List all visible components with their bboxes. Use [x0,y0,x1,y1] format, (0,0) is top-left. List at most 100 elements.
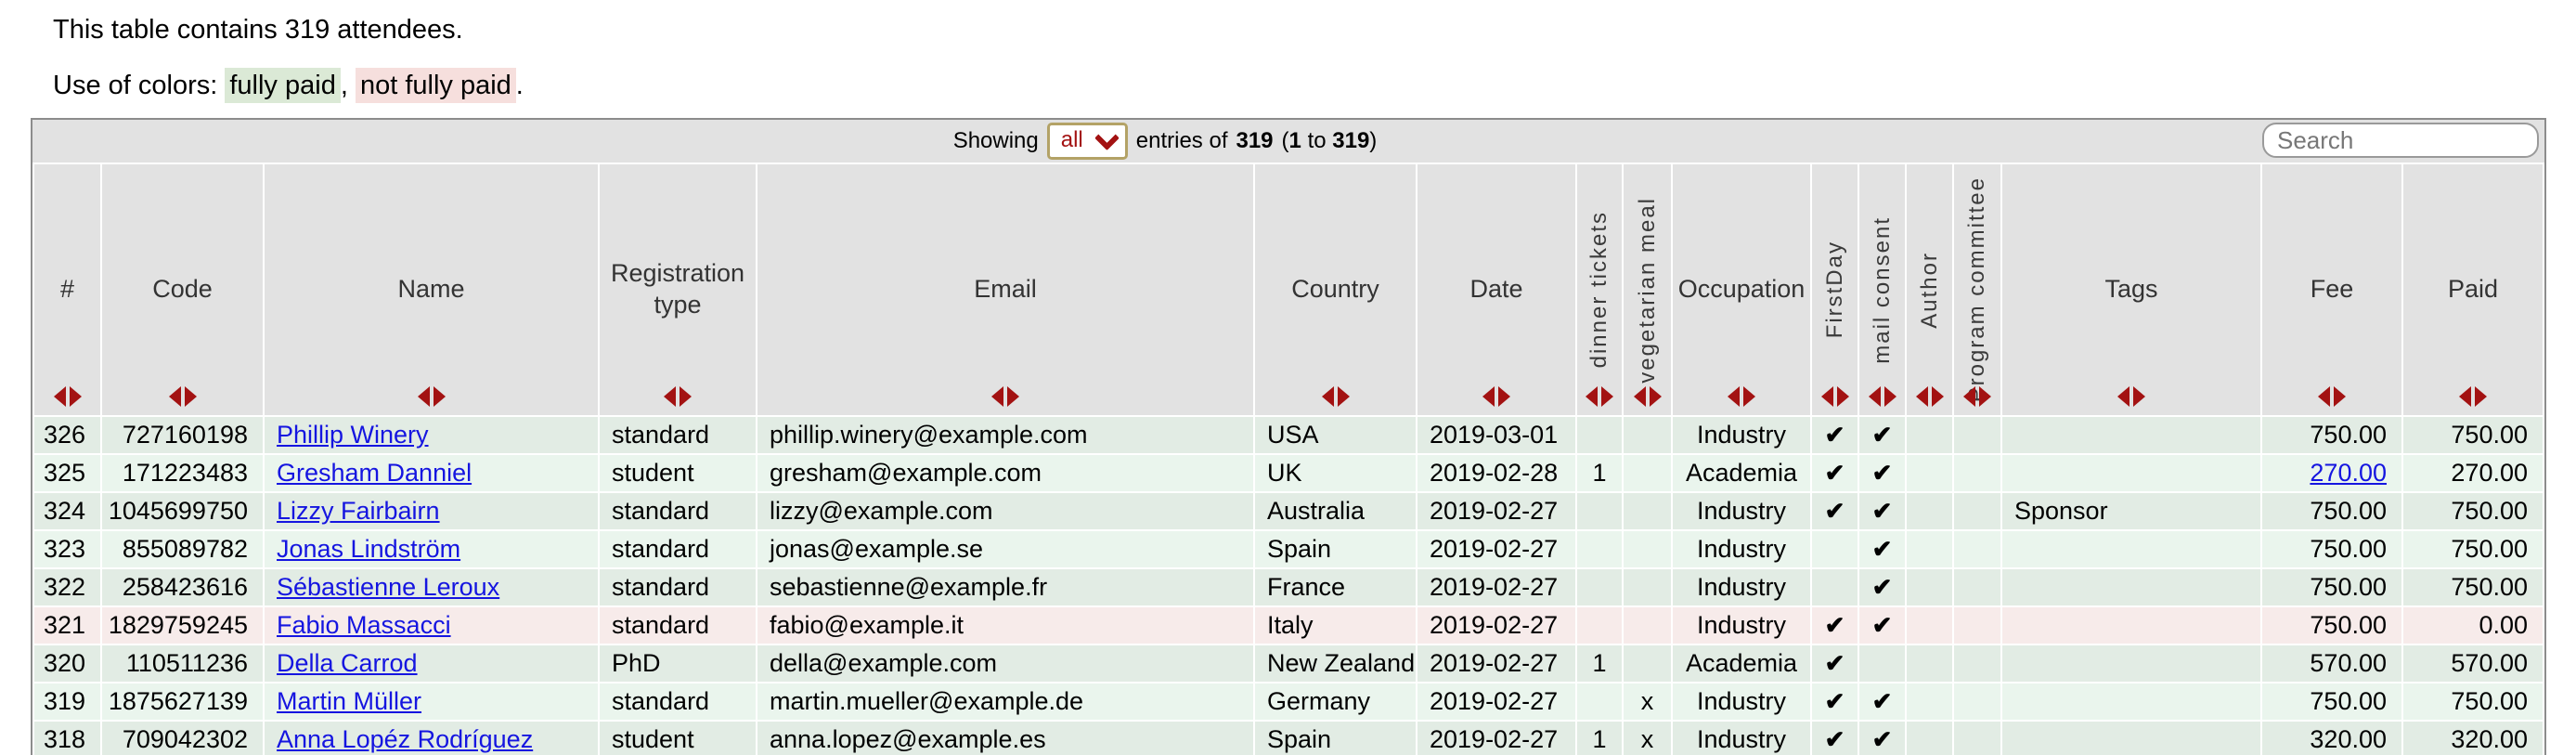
cell-author [1907,493,1952,529]
cell-tags [2002,531,2260,567]
attendee-name-link[interactable]: Fabio Massacci [277,611,451,639]
cell-veg [1624,417,1671,453]
cell-author [1907,722,1952,755]
sort-icon[interactable] [1820,386,1849,407]
column-header-date[interactable]: Date [1417,164,1575,415]
column-header-num[interactable]: # [34,164,100,415]
column-header-name[interactable]: Name [265,164,598,415]
sort-icon[interactable] [1963,386,1991,407]
column-header-mailconsent[interactable]: mail consent [1859,164,1905,415]
sort-icon[interactable] [1728,386,1755,407]
column-header-tags[interactable]: Tags [2002,164,2260,415]
cell-regtype: student [600,455,756,491]
cell-pc [1954,493,2000,529]
cell-regtype: student [600,722,756,755]
sort-icon[interactable] [1868,386,1896,407]
sort-icon[interactable] [1586,386,1613,407]
column-header-veg[interactable]: vegetarian meal [1624,164,1671,415]
column-label-dinner: dinner tickets [1586,211,1612,369]
cell-name: Anna Lopéz Rodríguez [265,722,598,755]
column-header-paid[interactable]: Paid [2403,164,2543,415]
attendee-name-link[interactable]: Gresham Danniel [277,459,472,487]
sort-icon[interactable] [168,386,197,407]
sort-icon[interactable] [664,386,692,407]
column-header-regtype[interactable]: Registration type [600,164,756,415]
attendee-name-link[interactable]: Lizzy Fairbairn [277,497,440,525]
cell-code: 727160198 [102,417,263,453]
checkmark-icon: ✔ [1824,725,1845,753]
cell-paid: 750.00 [2403,417,2543,453]
cell-code: 855089782 [102,531,263,567]
column-label-paid: Paid [2447,275,2499,304]
sort-icon[interactable] [53,386,82,407]
cell-firstday: ✔ [1812,417,1858,453]
cell-author [1907,417,1952,453]
checkmark-icon: ✔ [1871,611,1893,639]
checkmark-icon: ✔ [1871,573,1893,601]
search-input[interactable] [2262,123,2539,158]
column-header-dinner[interactable]: dinner tickets [1577,164,1622,415]
sort-icon[interactable] [1482,386,1510,407]
cell-dinner [1577,683,1622,720]
cell-fee: 570.00 [2262,645,2401,682]
attendee-name-link[interactable]: Anna Lopéz Rodríguez [277,725,534,753]
attendee-name-link[interactable]: Della Carrod [277,649,418,677]
column-label-name: Name [397,275,465,304]
checkmark-icon: ✔ [1871,421,1893,449]
cell-occupation: Academia [1673,645,1810,682]
column-header-firstday[interactable]: FirstDay [1812,164,1858,415]
cell-paid: 320.00 [2403,722,2543,755]
attendee-name-link[interactable]: Phillip Winery [277,421,429,449]
sort-icon[interactable] [991,386,1019,407]
column-header-author[interactable]: Author [1907,164,1952,415]
column-header-occupation[interactable]: Occupation [1673,164,1810,415]
cell-country: Australia [1255,493,1416,529]
cell-tags [2002,722,2260,755]
cell-fee: 750.00 [2262,417,2401,453]
sort-icon[interactable] [1915,386,1944,407]
cell-pc [1954,607,2000,644]
cell-occupation: Industry [1673,569,1810,605]
cell-tags: Sponsor [2002,493,2260,529]
cell-firstday: ✔ [1812,607,1858,644]
sort-icon[interactable] [2459,386,2487,407]
cell-mailconsent [1859,645,1905,682]
attendee-name-link[interactable]: Jonas Lindström [277,535,461,563]
column-label-occupation: Occupation [1677,275,1806,304]
cell-veg [1624,493,1671,529]
column-header-email[interactable]: Email [757,164,1253,415]
cell-name: Lizzy Fairbairn [265,493,598,529]
cell-firstday: ✔ [1812,683,1858,720]
cell-email: martin.mueller@example.de [757,683,1253,720]
fee-link[interactable]: 270.00 [2310,459,2387,487]
sort-icon[interactable] [1633,386,1662,407]
sort-icon[interactable] [1321,386,1350,407]
cell-tags [2002,569,2260,605]
page-size-select[interactable]: all [1046,123,1128,160]
column-label-code: Code [152,275,213,304]
cell-mailconsent: ✔ [1859,607,1905,644]
cell-num: 321 [34,607,100,644]
cell-pc [1954,455,2000,491]
legend-prefix: Use of colors: [53,71,218,100]
column-header-code[interactable]: Code [102,164,263,415]
column-header-pc[interactable]: Program committee [1954,164,2000,415]
sort-icon[interactable] [2318,386,2346,407]
cell-dinner: 1 [1577,455,1622,491]
cell-occupation: Industry [1673,722,1810,755]
column-header-fee[interactable]: Fee [2262,164,2401,415]
showing-label: Showing [952,128,1039,153]
cell-email: anna.lopez@example.es [757,722,1253,755]
sort-icon[interactable] [2117,386,2145,407]
attendee-table: Showing all entries of 319 (1 to 319) # C… [31,118,2546,755]
sort-icon[interactable] [417,386,446,407]
attendee-name-link[interactable]: Sébastienne Leroux [277,573,500,601]
page-size-value: all [1060,127,1083,152]
cell-dinner: 1 [1577,645,1622,682]
column-header-country[interactable]: Country [1255,164,1416,415]
cell-code: 709042302 [102,722,263,755]
cell-regtype: standard [600,683,756,720]
cell-author [1907,607,1952,644]
cell-regtype: standard [600,569,756,605]
attendee-name-link[interactable]: Martin Müller [277,687,422,715]
